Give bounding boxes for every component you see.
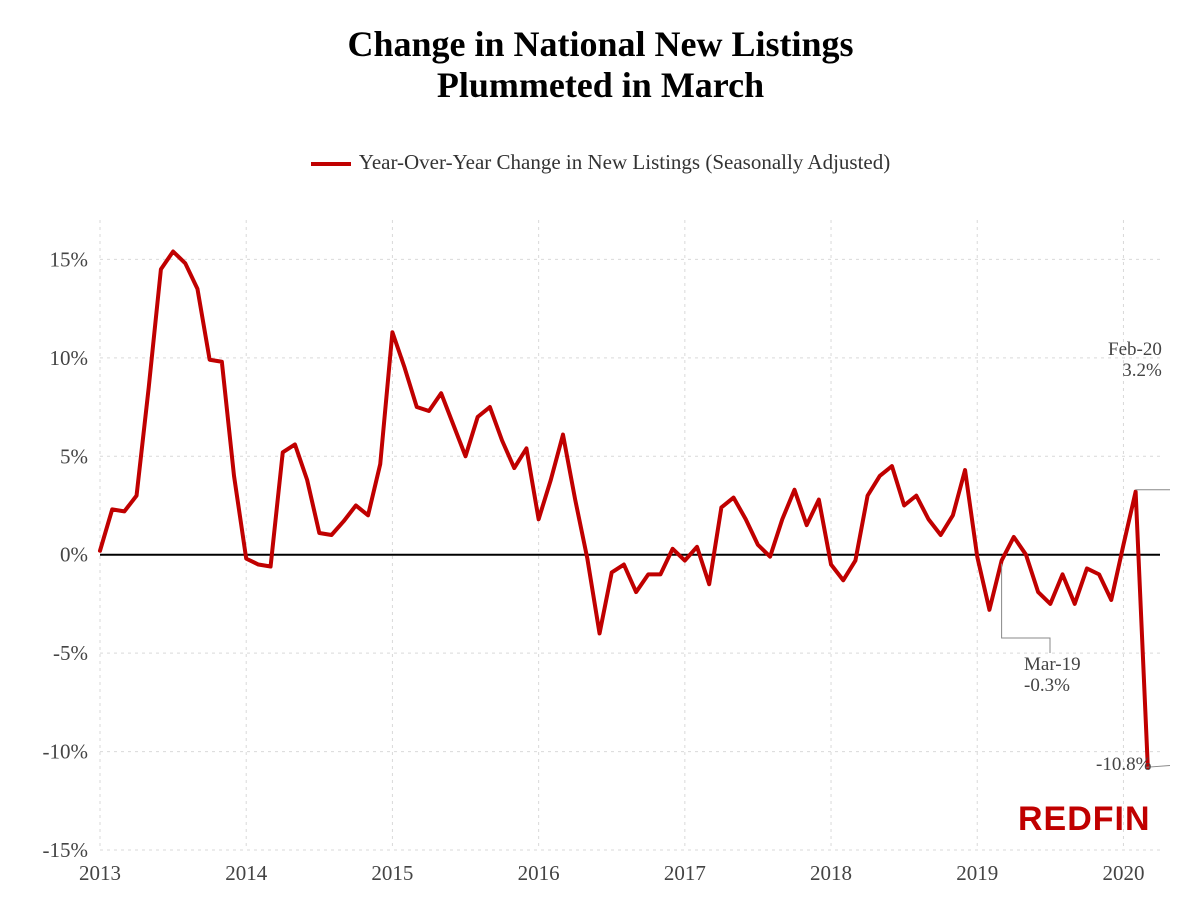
y-axis-labels: -15% -10% -5% 0% 5% 10% 15% bbox=[43, 247, 89, 862]
x-tick-label: 2015 bbox=[371, 861, 413, 885]
annotation-label-line: Feb-20 bbox=[1108, 340, 1162, 361]
annotation-last: -10.8% bbox=[1096, 755, 1151, 776]
legend-swatch bbox=[311, 162, 351, 166]
y-tick-label: -15% bbox=[43, 838, 89, 862]
redfin-logo: REDFIN bbox=[1018, 800, 1151, 839]
x-tick-label: 2013 bbox=[79, 861, 121, 885]
chart-title: Change in National New Listings Plummete… bbox=[0, 24, 1201, 107]
y-tick-label: -10% bbox=[43, 740, 89, 764]
x-tick-label: 2019 bbox=[956, 861, 998, 885]
x-tick-label: 2020 bbox=[1102, 861, 1144, 885]
x-tick-label: 2016 bbox=[518, 861, 560, 885]
x-tick-label: 2018 bbox=[810, 861, 852, 885]
y-tick-label: 0% bbox=[60, 543, 88, 567]
annotation-label-line: 3.2% bbox=[1108, 361, 1162, 382]
y-tick-label: 15% bbox=[50, 247, 89, 271]
data-line bbox=[100, 252, 1148, 768]
x-axis-labels: 2013 2014 2015 2016 2017 2018 2019 2020 bbox=[79, 861, 1144, 885]
chart-container: Change in National New Listings Plummete… bbox=[0, 0, 1201, 899]
annotation-feb20: Feb-203.2% bbox=[1108, 340, 1162, 382]
y-tick-label: -5% bbox=[53, 641, 88, 665]
legend: Year-Over-Year Change in New Listings (S… bbox=[0, 150, 1201, 175]
annotation-label-line: -0.3% bbox=[1024, 676, 1081, 697]
x-tick-label: 2017 bbox=[664, 861, 706, 885]
annotation-label-line: -10.8% bbox=[1096, 755, 1151, 776]
annotation-mar19: Mar-19-0.3% bbox=[1024, 655, 1081, 697]
gridlines bbox=[100, 220, 1160, 850]
annotation-label-line: Mar-19 bbox=[1024, 655, 1081, 676]
x-tick-label: 2014 bbox=[225, 861, 268, 885]
y-tick-label: 5% bbox=[60, 444, 88, 468]
title-line-1: Change in National New Listings bbox=[0, 24, 1201, 65]
title-line-2: Plummeted in March bbox=[0, 65, 1201, 106]
y-tick-label: 10% bbox=[50, 346, 89, 370]
legend-label: Year-Over-Year Change in New Listings (S… bbox=[359, 150, 890, 174]
plot-area: -15%-10%-5%0%5%10%15% 201320142015201620… bbox=[30, 210, 1170, 890]
